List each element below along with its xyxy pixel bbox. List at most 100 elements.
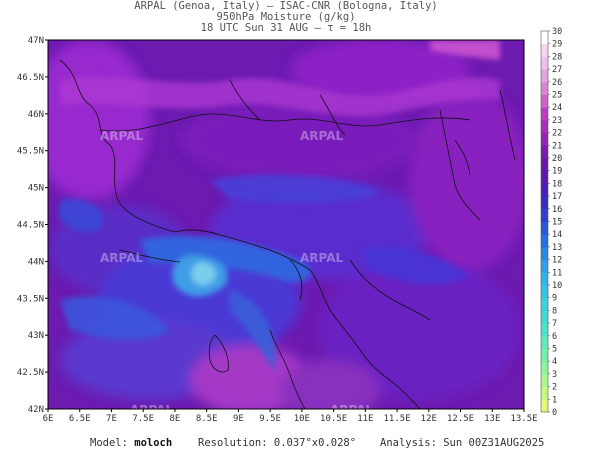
analysis-label: Analysis: <box>380 437 437 449</box>
colorbar-segment <box>541 170 548 184</box>
colorbar-label: 4 <box>552 357 557 367</box>
colorbar-label: 24 <box>552 103 562 113</box>
colorbar-segment <box>541 285 548 299</box>
colorbar-segment <box>541 107 548 121</box>
lon-tick-label: 7E <box>106 414 117 424</box>
colorbar-label: 25 <box>552 91 562 101</box>
model-label: Model: <box>90 437 128 449</box>
colorbar-label: 20 <box>552 154 562 164</box>
colorbar-label: 9 <box>552 294 557 304</box>
latitude-axis: 47N 46.5N 46N 45.5N 45N 44.5N 44N 43.5N 43N 42.5N… <box>17 36 48 415</box>
colorbar-segment <box>541 373 548 387</box>
colorbar-label: 14 <box>552 230 562 240</box>
colorbar-segment <box>541 348 548 362</box>
lat-tick-label: 44N <box>28 257 44 267</box>
lon-tick-label: 10.5E <box>320 414 347 424</box>
colorbar-label: 17 <box>552 192 562 202</box>
longitude-axis: 6E 6.5E 7E 7.5E 8E 8.5E 9E 9.5E 10E 10.5E 11E 11.5E… <box>43 409 538 424</box>
svg-text:ARPAL: ARPAL <box>100 129 144 143</box>
colorbar-label: 6 <box>552 332 557 342</box>
lon-tick-label: 11.5E <box>384 414 411 424</box>
colorbar-label: 0 <box>552 408 557 418</box>
colorbar-label: 5 <box>552 345 557 355</box>
lon-tick-label: 10E <box>294 414 310 424</box>
svg-text:ARPAL: ARPAL <box>300 129 344 143</box>
colorbar-label: 1 <box>552 395 557 405</box>
colorbar-segment <box>541 196 548 210</box>
colorbar-segment <box>541 310 548 324</box>
colorbar-segment <box>541 81 548 95</box>
colorbar-label: 3 <box>552 370 557 380</box>
lat-tick-label: 42.5N <box>17 368 44 378</box>
lat-tick-label: 46.5N <box>17 73 44 83</box>
lon-tick-label: 6E <box>43 414 54 424</box>
coastlines-borders <box>59 59 516 409</box>
colorbar-segment <box>541 43 548 57</box>
colorbar-segment <box>541 69 548 83</box>
colorbar-segment <box>541 361 548 375</box>
footer-model: Model: moloch <box>90 437 172 449</box>
lat-tick-label: 43N <box>28 331 44 341</box>
colorbar-segment <box>541 158 548 172</box>
colorbar-segment <box>541 221 548 235</box>
svg-text:ARPAL: ARPAL <box>300 251 344 265</box>
lat-tick-label: 46N <box>28 110 44 120</box>
colorbar-segment <box>541 31 548 45</box>
colorbar-label: 15 <box>552 218 562 228</box>
footer-resolution: Resolution: 0.037°x0.028° <box>198 437 356 449</box>
analysis-value: Sun 00Z31AUG2025 <box>443 437 545 449</box>
colorbar-label: 7 <box>552 319 557 329</box>
colorbar-label: 13 <box>552 243 562 253</box>
svg-text:ARPAL: ARPAL <box>330 403 374 417</box>
lat-tick-label: 44.5N <box>17 221 44 231</box>
colorbar-segment <box>541 234 548 248</box>
colorbar-label: 8 <box>552 306 557 316</box>
colorbar-label: 12 <box>552 256 562 266</box>
lat-tick-label: 43.5N <box>17 294 44 304</box>
colorbar-segment <box>541 272 548 286</box>
colorbar-segment <box>541 132 548 146</box>
model-value: moloch <box>134 437 173 449</box>
colorbar-segment <box>541 386 548 400</box>
colorbar-segment <box>541 145 548 159</box>
svg-text:ARPAL: ARPAL <box>100 251 144 265</box>
header-line-3: 18 UTC Sun 31 AUG – τ = 18h <box>200 22 372 34</box>
lat-tick-label: 47N <box>28 36 44 46</box>
lon-tick-label: 9E <box>233 414 244 424</box>
lat-tick-label: 42N <box>28 405 44 415</box>
svg-text:ARPAL: ARPAL <box>130 403 174 417</box>
colorbar-label: 26 <box>552 78 562 88</box>
colorbar-segment <box>541 208 548 222</box>
colorbar-segment <box>541 323 548 337</box>
colorbar-segment <box>541 56 548 70</box>
colorbar: 3029282726252423222120191817161514131211… <box>540 27 562 418</box>
watermark: ARPAL ARPAL ARPAL ARPAL ARPAL ARPAL <box>100 129 374 417</box>
colorbar-segment <box>541 183 548 197</box>
colorbar-segment <box>541 297 548 311</box>
resolution-label: Resolution: <box>198 437 268 449</box>
lat-tick-label: 45.5N <box>17 147 44 157</box>
colorbar-label: 2 <box>552 383 557 393</box>
lat-tick-label: 45N <box>28 184 44 194</box>
lon-tick-label: 7.5E <box>132 414 154 424</box>
colorbar-label: 18 <box>552 179 562 189</box>
lon-tick-label: 8.5E <box>196 414 218 424</box>
lon-tick-label: 11E <box>357 414 373 424</box>
header-line-1: ARPAL (Genoa, Italy) – ISAC-CNR (Bologna… <box>134 0 438 12</box>
colorbar-segment <box>541 119 548 133</box>
footer-analysis: Analysis: Sun 00Z31AUG2025 <box>380 437 544 449</box>
colorbar-label: 16 <box>552 205 562 215</box>
colorbar-label: 11 <box>552 268 562 278</box>
lon-tick-label: 12E <box>421 414 437 424</box>
colorbar-label: 29 <box>552 40 562 50</box>
lon-tick-label: 13E <box>484 414 500 424</box>
colorbar-label: 21 <box>552 141 562 151</box>
colorbar-segment <box>541 246 548 260</box>
colorbar-segment <box>541 94 548 108</box>
colorbar-label: 19 <box>552 167 562 177</box>
colorbar-label: 27 <box>552 65 562 75</box>
lon-tick-label: 6.5E <box>69 414 91 424</box>
colorbar-segment <box>541 335 548 349</box>
lon-tick-label: 8E <box>170 414 181 424</box>
